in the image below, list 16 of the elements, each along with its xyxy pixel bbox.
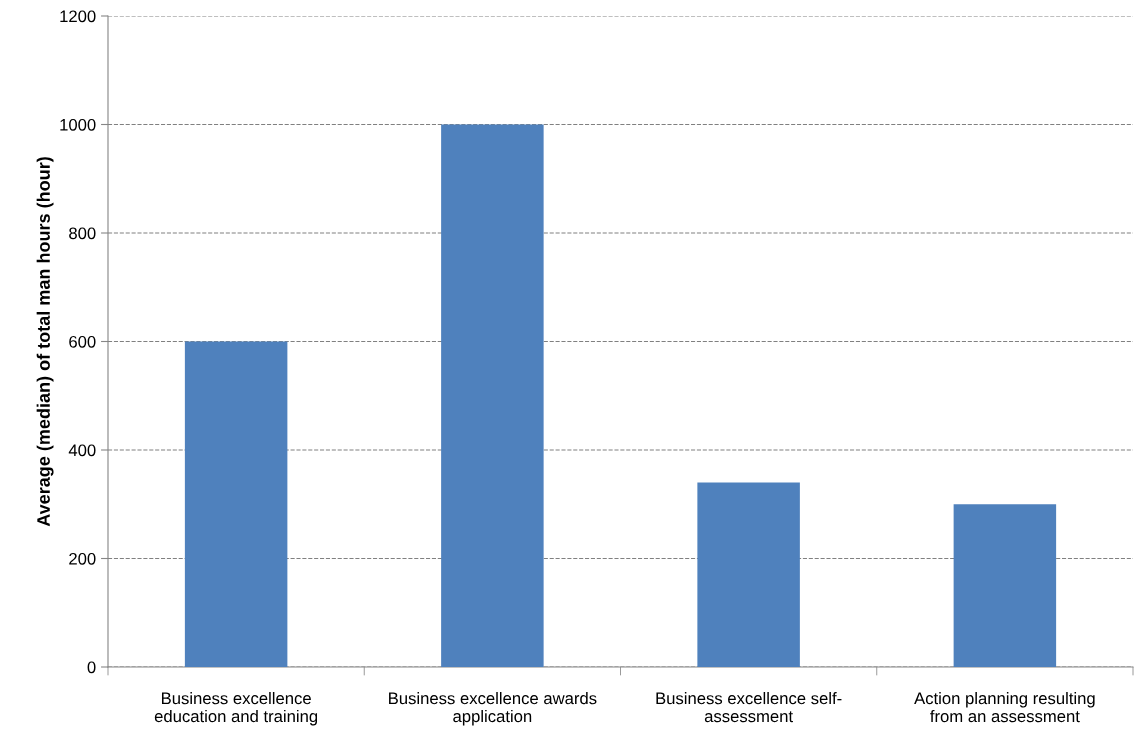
y-tick-label: 0 <box>87 661 96 674</box>
y-axis-title: Average (median) of total man hours (hour) <box>36 157 54 527</box>
y-tick-label: 1000 <box>60 118 96 131</box>
y-tick-label: 400 <box>68 444 96 457</box>
y-tick-label: 200 <box>69 552 96 565</box>
y-tick-label: 600 <box>69 335 96 348</box>
bar <box>697 482 800 667</box>
x-tick-label: Business excellence awards application <box>389 692 597 726</box>
x-tick-label: Business excellence self- assessment <box>656 692 842 723</box>
bar <box>441 124 544 667</box>
x-tick-label: Business excellence education and training <box>154 692 318 726</box>
y-tick-label: 800 <box>69 227 96 240</box>
y-tick-label: 1200 <box>60 10 96 23</box>
x-tick-label: Action planning resulting from an assessment <box>914 692 1095 723</box>
bar <box>184 341 288 667</box>
bar <box>953 504 1057 667</box>
